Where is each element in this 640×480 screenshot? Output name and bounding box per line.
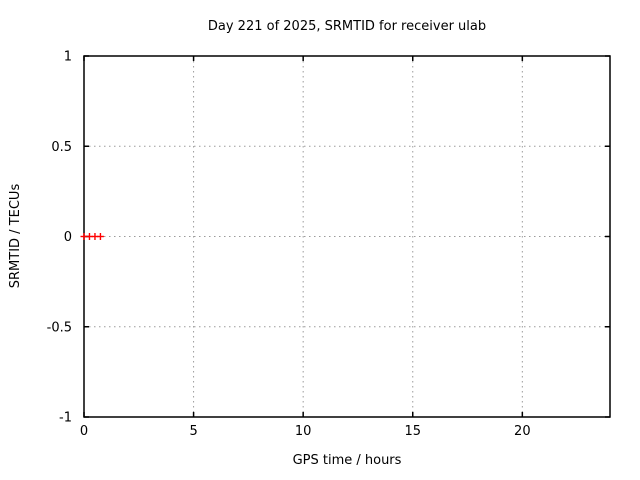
y-tick-label: 1 [64,50,72,65]
x-axis-label: GPS time / hours [292,453,402,468]
x-tick-label: 0 [80,424,88,439]
y-tick-label: -1 [59,411,72,426]
x-tick-label: 20 [514,424,531,439]
x-tick-label: 10 [295,424,312,439]
y-tick-label: 0 [64,230,72,245]
chart-title: Day 221 of 2025, SRMTID for receiver ula… [207,19,487,34]
x-tick-label: 5 [189,424,197,439]
y-tick-label: 0.5 [51,140,72,155]
y-tick-label: -0.5 [47,320,72,335]
x-tick-label: 15 [404,424,421,439]
plot-border [83,55,611,418]
